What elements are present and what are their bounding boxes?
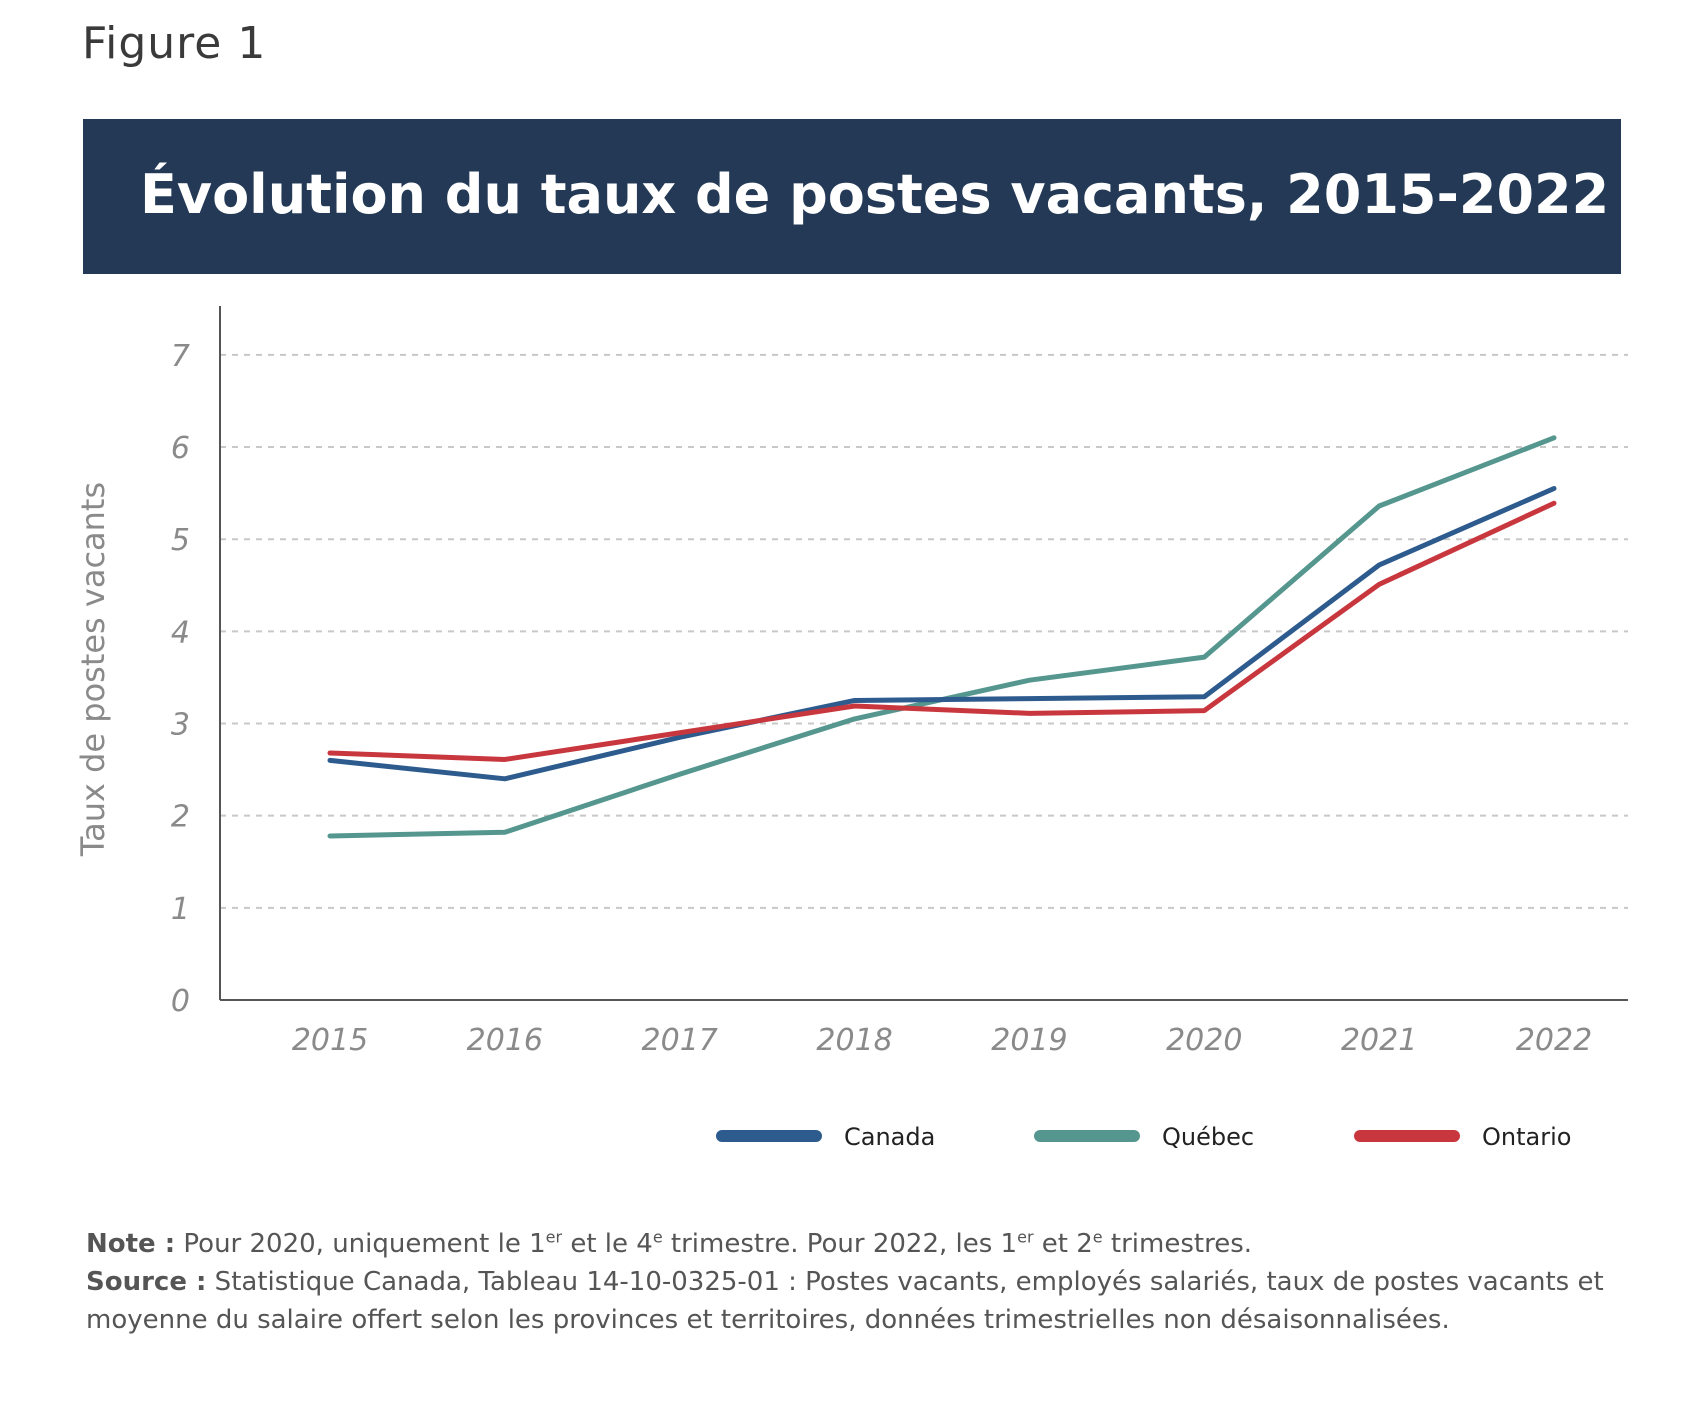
note-text-b: et le 4: [562, 1229, 653, 1259]
x-tick-label: 2021: [1341, 1023, 1417, 1058]
legend: Canada Québec Ontario: [716, 1123, 1571, 1151]
y-tick-labels: 0 1 2 3 4 5 6 7: [171, 339, 190, 1019]
legend-label: Canada: [844, 1123, 935, 1151]
series-line-ontario: [327, 500, 1557, 762]
x-tick-label: 2015: [292, 1023, 368, 1058]
line-chart: 0 1 2 3 4 5 6 7 2015 2016 2017 2018 2019 2020 2021 202…: [74, 306, 1628, 1151]
series-lines: [327, 435, 1557, 839]
x-tick-label: 2020: [1166, 1023, 1242, 1058]
y-tick-label: 4: [171, 615, 190, 650]
note-sup-c: er: [1017, 1227, 1034, 1247]
x-tick-label: 2022: [1516, 1023, 1592, 1058]
source-text: Statistique Canada, Tableau 14-10-0325-0…: [86, 1267, 1604, 1335]
source-label: Source :: [86, 1267, 207, 1297]
legend-label: Ontario: [1482, 1123, 1571, 1151]
x-tick-labels: 2015 2016 2017 2018 2019 2020 2021 2022: [292, 1023, 1592, 1058]
note-text-c: trimestre. Pour 2022, les 1: [662, 1229, 1018, 1259]
axes: [219, 306, 1628, 1001]
note-label: Note :: [86, 1229, 176, 1259]
y-tick-label: 7: [171, 339, 190, 374]
x-tick-label: 2016: [467, 1023, 543, 1058]
note-text-e: trimestres.: [1102, 1229, 1253, 1259]
note-sup-d: e: [1092, 1227, 1103, 1247]
y-axis-label: Taux de postes vacants: [74, 482, 112, 857]
y-tick-label: 1: [171, 892, 190, 927]
legend-label: Québec: [1162, 1123, 1254, 1151]
x-tick-label: 2019: [991, 1023, 1067, 1058]
source-line: Source : Statistique Canada, Tableau 14-…: [86, 1263, 1626, 1339]
series-line-canada: [327, 486, 1557, 782]
y-tick-label: 6: [171, 431, 190, 466]
chart-title: Évolution du taux de postes vacants, 201…: [140, 163, 1610, 226]
title-band: Évolution du taux de postes vacants, 201…: [83, 119, 1621, 274]
notes-block: Note : Pour 2020, uniquement le 1er et l…: [86, 1225, 1626, 1339]
y-tick-label: 5: [171, 523, 190, 558]
y-tick-label: 3: [171, 708, 190, 743]
gridlines: [220, 353, 1628, 909]
figure-label: Figure 1: [82, 18, 267, 69]
note-text-a: Pour 2020, uniquement le 1: [175, 1229, 546, 1259]
x-tick-label: 2017: [642, 1023, 718, 1058]
note-line: Note : Pour 2020, uniquement le 1er et l…: [86, 1225, 1626, 1263]
y-tick-label: 0: [171, 984, 190, 1019]
note-sup-b: e: [652, 1227, 663, 1247]
x-tick-label: 2018: [816, 1023, 892, 1058]
y-tick-label: 2: [171, 800, 190, 835]
note-text-d: et 2: [1033, 1229, 1093, 1259]
note-sup-a: er: [545, 1227, 563, 1247]
